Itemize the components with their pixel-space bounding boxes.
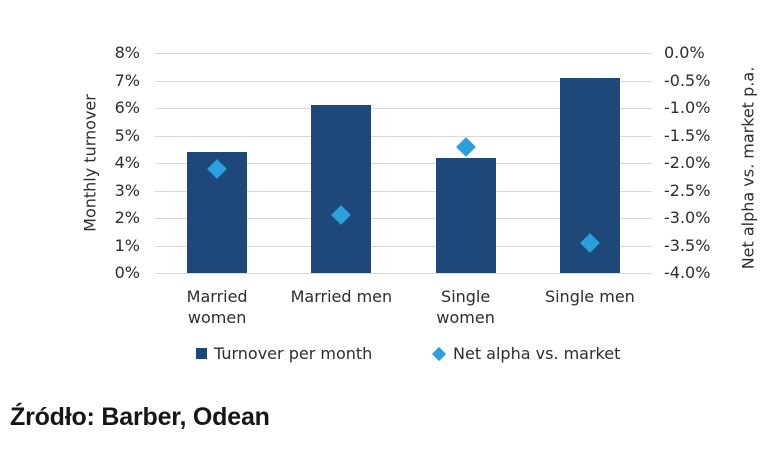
right-axis-tick-label: -0.5% [664,70,711,90]
left-axis-tick-label: 6% [114,98,140,117]
category-label: Married women [186,287,248,327]
gridline [155,53,652,54]
legend-diamond-icon [431,346,447,361]
left-axis-tick-label: 8% [114,43,140,62]
category-label: Married men [290,287,393,306]
left-axis-tick-label: 2% [114,208,140,227]
left-axis-tick-label: 7% [114,70,140,90]
gridline [155,135,652,137]
gridline [155,218,652,219]
legend-square-icon [196,348,207,359]
gridline [155,245,652,247]
legend-label-net-alpha: Net alpha vs. market [453,344,621,363]
right-axis-tick-label: -2.5% [664,180,711,200]
right-axis-tick-label: -3.0% [664,208,711,227]
gridline [155,190,652,192]
gridline [155,80,652,82]
right-axis-tick-label: -2.0% [664,153,711,172]
right-axis-tick-label: -3.5% [664,235,711,255]
right-y-axis-title: Net alpha vs. market p.a. [738,66,758,270]
net-alpha-point [455,136,476,157]
right-axis-tick-label: 0.0% [664,43,705,62]
source-note: Źródło: Barber, Odean [10,403,270,431]
left-axis-tick-label: 0% [114,263,140,282]
left-axis-tick-label: 5% [114,125,140,145]
turnover-bar [311,105,372,273]
category-label: Single men [544,287,635,306]
right-axis-tick-label: -1.5% [664,125,711,145]
left-axis-tick-label: 3% [114,180,140,200]
turnover-bar [435,157,496,273]
legend-label-turnover: Turnover per month [214,344,373,363]
gridline [155,108,652,109]
gridline [155,163,652,164]
gridline [155,273,652,274]
right-axis-tick-label: -1.0% [664,98,711,117]
right-axis-tick-label: -4.0% [664,263,711,282]
legend-item-net-alpha: Net alpha vs. market [431,344,621,363]
legend-item-turnover: Turnover per month [196,344,372,363]
left-axis-tick-label: 1% [114,235,140,255]
left-axis-tick-label: 4% [114,153,140,172]
category-label: Single women [436,287,495,327]
